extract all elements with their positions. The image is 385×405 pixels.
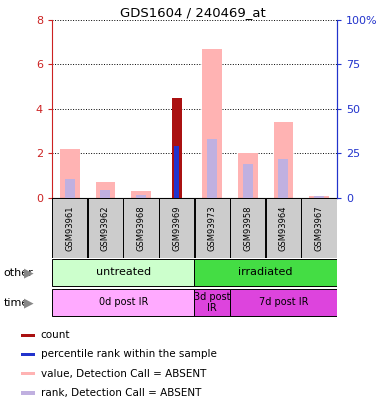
Text: GSM93968: GSM93968	[137, 205, 146, 251]
Bar	[52, 198, 87, 258]
Text: GSM93973: GSM93973	[208, 205, 217, 251]
Bar	[207, 139, 217, 198]
Bar	[21, 353, 35, 356]
Bar	[203, 49, 222, 198]
Bar	[95, 182, 115, 198]
Text: GSM93969: GSM93969	[172, 205, 181, 251]
Bar	[314, 196, 324, 198]
Bar	[274, 122, 293, 198]
Bar	[194, 198, 230, 258]
Text: time: time	[4, 298, 29, 308]
Bar	[88, 198, 123, 258]
Bar	[243, 164, 253, 198]
Bar	[136, 195, 146, 198]
Text: 3d post
IR: 3d post IR	[194, 292, 231, 313]
Bar	[21, 372, 35, 375]
Bar	[301, 198, 337, 258]
Bar	[65, 179, 75, 198]
Text: untreated: untreated	[95, 267, 151, 277]
Bar	[278, 159, 288, 198]
Bar	[52, 290, 194, 316]
Bar	[266, 198, 301, 258]
Bar	[21, 333, 35, 337]
Text: ▶: ▶	[24, 266, 34, 279]
Bar	[230, 198, 266, 258]
Bar	[194, 260, 337, 286]
Text: GSM93964: GSM93964	[279, 205, 288, 251]
Bar	[21, 391, 35, 394]
Text: GSM93962: GSM93962	[101, 205, 110, 251]
Text: GSM93958: GSM93958	[243, 205, 252, 251]
Text: 0d post IR: 0d post IR	[99, 297, 148, 307]
Text: rank, Detection Call = ABSENT: rank, Detection Call = ABSENT	[41, 388, 201, 398]
Bar	[238, 153, 258, 198]
Bar	[123, 198, 159, 258]
Text: count: count	[41, 330, 70, 340]
Text: irradiated: irradiated	[238, 267, 293, 277]
Bar	[172, 98, 182, 198]
Bar	[100, 190, 110, 198]
Bar	[131, 191, 151, 198]
Text: GSM93961: GSM93961	[65, 205, 74, 251]
Bar	[194, 290, 230, 316]
Text: ▶: ▶	[24, 296, 34, 309]
Text: GSM93967: GSM93967	[315, 205, 323, 251]
Text: percentile rank within the sample: percentile rank within the sample	[41, 350, 217, 360]
Bar	[230, 290, 337, 316]
Text: 7d post IR: 7d post IR	[259, 297, 308, 307]
Bar	[309, 196, 329, 198]
Text: other: other	[4, 268, 33, 278]
Text: value, Detection Call = ABSENT: value, Detection Call = ABSENT	[41, 369, 206, 379]
Bar	[60, 149, 80, 198]
Text: GDS1604 / 240469_at: GDS1604 / 240469_at	[120, 6, 265, 19]
Bar	[174, 146, 179, 198]
Bar	[159, 198, 194, 258]
Bar	[52, 260, 194, 286]
